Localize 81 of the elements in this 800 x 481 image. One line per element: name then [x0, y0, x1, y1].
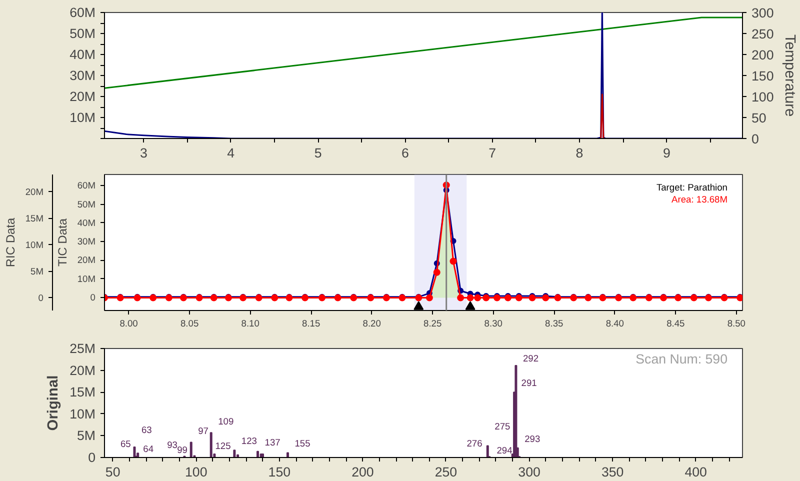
annotation: 65 — [120, 439, 131, 450]
annotation: 292 — [522, 354, 539, 364]
y2-tick-label: 300 — [752, 6, 774, 20]
y-tick-label: 5M — [76, 428, 96, 444]
x-tick-label: 8.50 — [727, 318, 746, 328]
x-tick-label: 100 — [185, 464, 208, 480]
x-tick-label: 400 — [684, 464, 707, 480]
x-tick-label: 8.20 — [362, 318, 381, 328]
x-tick-label: 150 — [268, 464, 291, 480]
y-tick-label: 30M — [70, 68, 96, 83]
y-tick-label: 20M — [77, 255, 96, 266]
annotation: 99 — [177, 444, 188, 455]
y2-tick-label: 50 — [752, 110, 766, 126]
x-tick-label: 8.35 — [545, 318, 564, 328]
x-tick-label: 8.15 — [302, 318, 320, 328]
x-tick-label: 8.40 — [606, 318, 624, 328]
annotation: 293 — [524, 434, 540, 444]
y-tick-label: 50M — [70, 26, 96, 41]
annotation: Scan Num: 590 — [636, 352, 728, 366]
y-tick-label: 20M — [70, 89, 96, 104]
x-tick-label: 8 — [576, 146, 584, 160]
annotation: 294 — [496, 446, 512, 456]
x-tick-label: 8.05 — [180, 318, 199, 328]
y-tick-label: 10M — [70, 406, 96, 422]
y-tick-label: 25M — [70, 341, 96, 356]
y-tick-label: 15M — [70, 384, 96, 400]
y-tick-label: 0 — [88, 450, 96, 465]
x-tick-label: 3 — [140, 146, 148, 160]
x-tick-label: 8.25 — [424, 318, 442, 328]
x-tick-label: 9 — [662, 146, 670, 160]
x-tick-label: 200 — [352, 464, 374, 480]
x-tick-label: 4 — [227, 146, 236, 160]
y-tick-label: 40M — [77, 218, 96, 228]
x-tick-label: 8.45 — [666, 318, 685, 328]
y-tick-label: 0 — [90, 292, 96, 302]
y2-axis-title: RIC Data — [3, 218, 18, 268]
y2-axis-title: Temperature — [782, 34, 798, 117]
y2-tick-label: 20M — [25, 186, 44, 197]
annotation: 93 — [167, 440, 178, 450]
y2-tick-label: 100 — [752, 90, 774, 104]
x-tick-label: 6 — [401, 146, 409, 160]
y-tick-label: 40M — [70, 47, 96, 62]
y-tick-label: 10M — [77, 274, 96, 284]
y-tick-label: 50M — [77, 199, 96, 210]
x-tick-label: 250 — [434, 464, 458, 480]
y2-tick-label: 15M — [25, 213, 44, 224]
y-axis-title: Original — [46, 375, 62, 431]
annotation: 155 — [294, 438, 310, 449]
y-tick-label: 10M — [70, 110, 96, 125]
y-axis-title: TIC Data — [55, 218, 70, 267]
x-tick-label: 350 — [601, 464, 624, 480]
annotation: 275 — [494, 422, 510, 432]
y2-tick-label: 250 — [752, 26, 774, 42]
y-tick-label: 30M — [77, 236, 96, 247]
x-tick-label: 8.30 — [484, 318, 502, 328]
annotation: Area: 13.68M — [672, 194, 728, 204]
x-tick-label: 8.00 — [120, 318, 138, 328]
y2-tick-label: 5M — [30, 266, 44, 276]
annotation: Target: Parathion — [656, 182, 728, 192]
annotation: 291 — [521, 378, 537, 388]
annotation: 63 — [141, 425, 152, 436]
annotation: 276 — [466, 438, 482, 449]
y2-tick-label: 10M — [25, 240, 44, 250]
x-tick-label: 8.10 — [241, 318, 260, 328]
x-tick-label: 7 — [488, 146, 496, 160]
x-tick-label: 5 — [314, 146, 322, 160]
y2-tick-label: 200 — [752, 48, 774, 62]
annotation: 109 — [218, 416, 234, 427]
annotation: 97 — [198, 426, 209, 436]
x-tick-label: 50 — [105, 464, 120, 480]
annotation: 64 — [143, 444, 154, 454]
y-tick-label: 20M — [70, 362, 96, 378]
y-tick-label: 60M — [70, 5, 96, 20]
x-tick-label: 300 — [518, 464, 540, 480]
annotation: 123 — [241, 436, 258, 446]
y2-tick-label: 0 — [38, 292, 44, 303]
y-tick-label: 60M — [77, 180, 96, 191]
annotation: 125 — [215, 440, 231, 451]
annotation: 137 — [264, 437, 280, 448]
y2-tick-label: 150 — [752, 68, 774, 84]
y2-tick-label: 0 — [752, 132, 759, 146]
